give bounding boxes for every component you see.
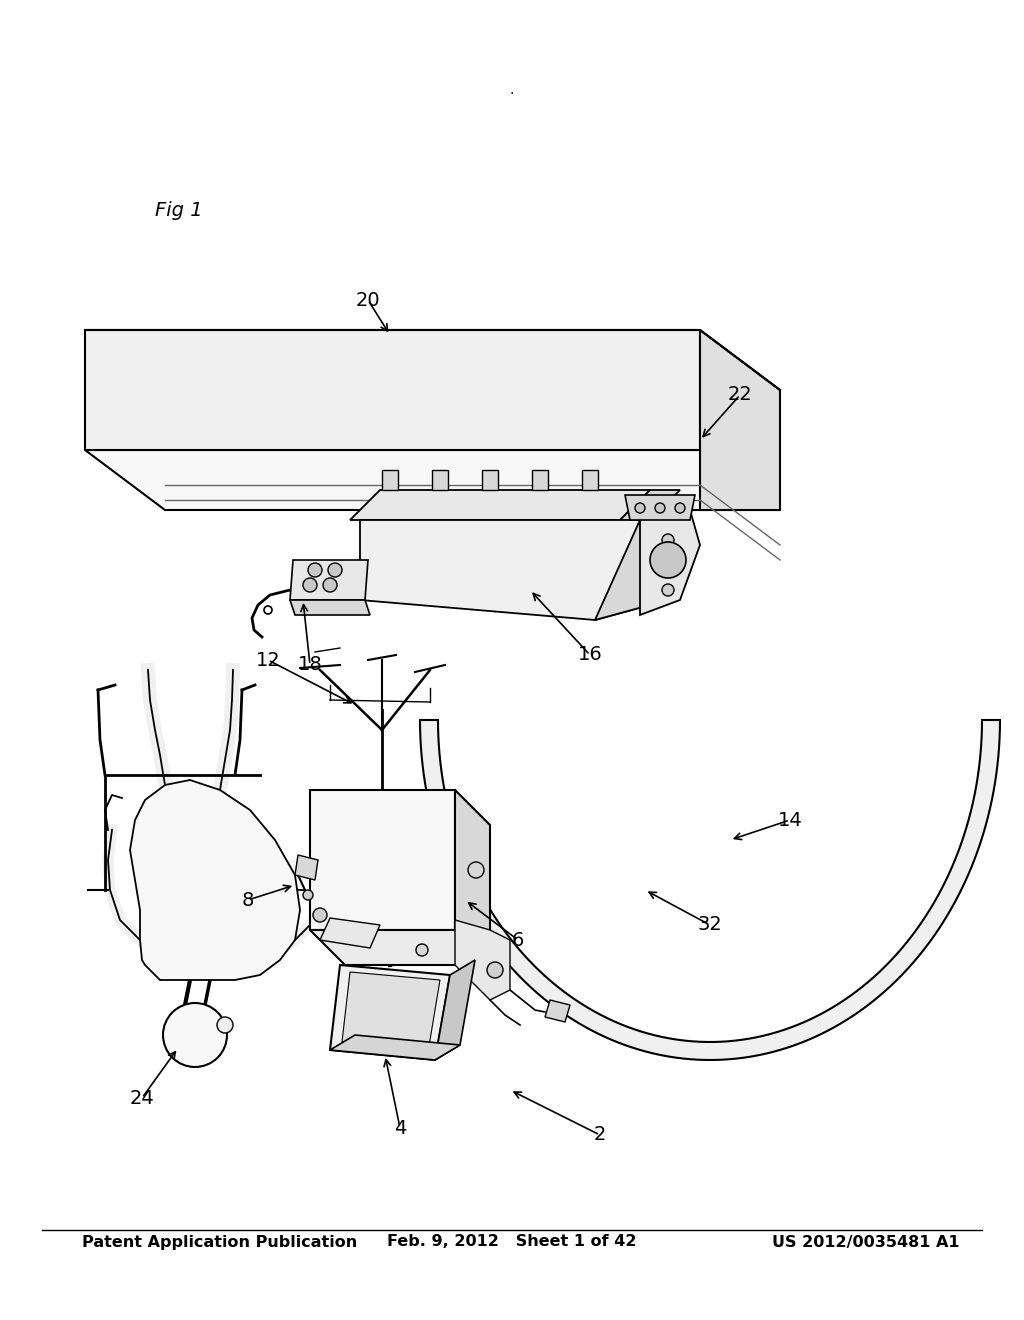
Circle shape [416,944,428,956]
Circle shape [662,558,674,572]
Polygon shape [330,965,450,1060]
Text: Patent Application Publication: Patent Application Publication [82,1234,357,1250]
Text: 20: 20 [355,290,380,309]
Text: 12: 12 [256,651,281,669]
Polygon shape [595,520,680,620]
Circle shape [549,1006,561,1018]
Polygon shape [625,495,695,520]
Circle shape [328,564,342,577]
Polygon shape [455,789,490,965]
Polygon shape [310,789,455,931]
Circle shape [662,535,674,546]
Text: 22: 22 [728,385,753,404]
Polygon shape [640,510,700,615]
Polygon shape [482,470,498,490]
Text: 4: 4 [394,1118,407,1138]
Polygon shape [435,960,475,1060]
Circle shape [635,503,645,513]
Text: 2: 2 [594,1126,606,1144]
Text: 16: 16 [578,645,602,664]
Text: 24: 24 [130,1089,155,1107]
Circle shape [675,503,685,513]
Polygon shape [319,917,380,948]
Polygon shape [130,780,300,979]
Polygon shape [700,330,780,510]
Polygon shape [290,560,368,601]
Circle shape [217,1016,233,1034]
Circle shape [303,578,317,591]
Circle shape [662,583,674,597]
Polygon shape [295,855,318,880]
Polygon shape [382,470,398,490]
Circle shape [313,908,327,921]
Polygon shape [532,470,548,490]
Polygon shape [545,1001,570,1022]
Circle shape [323,578,337,591]
Polygon shape [620,490,680,520]
Polygon shape [350,490,650,520]
Circle shape [655,503,665,513]
Polygon shape [290,601,370,615]
Polygon shape [582,470,598,490]
Text: 8: 8 [242,891,254,909]
Polygon shape [455,920,510,1001]
Polygon shape [360,520,650,620]
Text: 6: 6 [512,931,524,949]
Circle shape [650,543,686,578]
Circle shape [163,1003,227,1067]
Text: US 2012/0035481 A1: US 2012/0035481 A1 [772,1234,961,1250]
Polygon shape [85,330,700,450]
Polygon shape [432,470,449,490]
Text: 14: 14 [777,810,803,829]
Circle shape [303,890,313,900]
Text: .: . [510,83,514,96]
Text: Feb. 9, 2012   Sheet 1 of 42: Feb. 9, 2012 Sheet 1 of 42 [387,1234,637,1250]
Circle shape [264,606,272,614]
Polygon shape [330,1035,460,1060]
Text: 32: 32 [697,916,722,935]
Polygon shape [85,450,780,510]
Text: Fig 1: Fig 1 [155,201,203,219]
Polygon shape [310,931,490,965]
Circle shape [487,962,503,978]
Polygon shape [342,972,440,1052]
Circle shape [308,564,322,577]
Polygon shape [420,719,1000,1060]
Text: 18: 18 [298,656,323,675]
